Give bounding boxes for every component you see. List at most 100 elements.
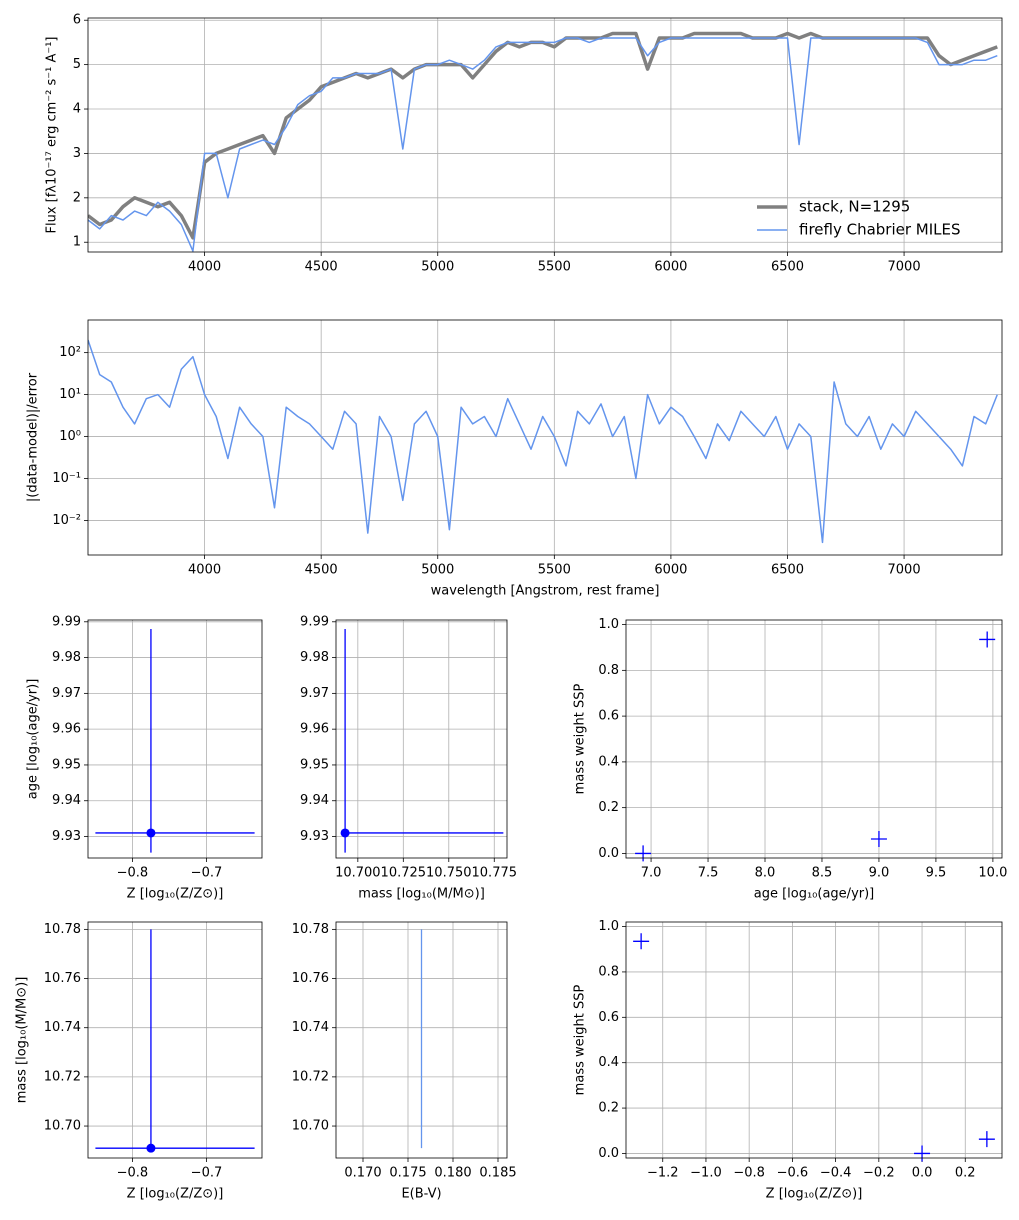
x-tick-label: 6500 bbox=[771, 563, 804, 578]
x-tick-label: 6500 bbox=[771, 260, 804, 275]
x-tick-label: 6000 bbox=[654, 563, 687, 578]
y-tick-label: 9.93 bbox=[300, 829, 329, 844]
x-tick-label: 4500 bbox=[305, 563, 338, 578]
y-tick-label: 6 bbox=[73, 13, 81, 28]
y-tick-label: 9.95 bbox=[52, 757, 81, 772]
y-tick-label: 10.76 bbox=[44, 971, 81, 986]
x-tick-label: 4000 bbox=[188, 563, 221, 578]
panel: −0.8 −0.7 10.70 10.72 10.74 10.76 10.78 Z [log₁… bbox=[15, 921, 263, 1202]
point bbox=[340, 828, 350, 838]
y-tick-label: 9.95 bbox=[300, 757, 329, 772]
point bbox=[870, 831, 887, 848]
x-tick-label: 0.175 bbox=[389, 1166, 426, 1181]
x-tick-label: 7000 bbox=[888, 563, 921, 578]
y-tick-label: 10.78 bbox=[44, 922, 81, 937]
x-tick-label: 10.700 bbox=[335, 866, 381, 881]
x-tick-label: 0.180 bbox=[434, 1166, 471, 1181]
y-tick-label: 10.76 bbox=[292, 971, 329, 986]
y-tick-label: 9.99 bbox=[52, 614, 81, 629]
y-tick-label: 9.98 bbox=[300, 650, 329, 665]
x-tick-label: 0.2 bbox=[955, 1166, 976, 1181]
y-tick-label: 1.0 bbox=[598, 919, 619, 934]
legend-label: stack, N=1295 bbox=[799, 198, 910, 216]
x-tick-label: −0.8 bbox=[733, 1166, 765, 1181]
y-tick-label: 10.72 bbox=[44, 1069, 81, 1084]
panel: 4000 4500 5000 5500 6000 6500 7000 1 2 3 4 5 6 Flux [… bbox=[45, 13, 1003, 275]
y-tick-label: 10¹ bbox=[59, 387, 81, 402]
axes-frame bbox=[335, 921, 508, 1159]
y-axis-label: mass weight SSP bbox=[573, 684, 588, 795]
x-tick-label: 9.0 bbox=[869, 866, 890, 881]
axes-frame bbox=[87, 921, 263, 1159]
x-axis-label: mass [log₁₀(M/M⊙)] bbox=[358, 887, 485, 902]
y-tick-label: 10.74 bbox=[292, 1020, 329, 1035]
x-axis-label: Z [log₁₀(Z/Z⊙)] bbox=[766, 1187, 863, 1202]
x-tick-label: 9.5 bbox=[926, 866, 947, 881]
point bbox=[633, 933, 650, 950]
point bbox=[635, 845, 652, 862]
x-axis-label: Z [log₁₀(Z/Z⊙)] bbox=[127, 887, 224, 902]
panel: 7.0 7.5 8.0 8.5 9.0 9.5 10.0 0.0 0.2 0.4 0.6 0.8 1.0… bbox=[573, 617, 1008, 901]
y-tick-label: 10⁰ bbox=[59, 429, 81, 444]
y-tick-label: 9.96 bbox=[52, 722, 81, 737]
axes-frame bbox=[625, 619, 1003, 859]
x-tick-label: 6000 bbox=[654, 260, 687, 275]
x-tick-label: −1.0 bbox=[690, 1166, 722, 1181]
x-tick-label: −0.2 bbox=[863, 1166, 895, 1181]
x-tick-label: 10.750 bbox=[426, 866, 472, 881]
y-tick-label: 1 bbox=[73, 235, 81, 250]
x-tick-label: −0.7 bbox=[191, 866, 223, 881]
x-tick-label: −0.8 bbox=[117, 1166, 149, 1181]
y-tick-label: 10.74 bbox=[44, 1020, 81, 1035]
x-tick-label: 5500 bbox=[538, 563, 571, 578]
legend-label: firefly Chabrier MILES bbox=[799, 221, 961, 239]
y-tick-label: 0.8 bbox=[598, 964, 619, 979]
y-tick-label: 0.2 bbox=[598, 800, 619, 815]
y-tick-label: 9.97 bbox=[300, 686, 329, 701]
y-tick-label: 9.94 bbox=[300, 793, 329, 808]
x-tick-label: 0.185 bbox=[479, 1166, 516, 1181]
y-tick-label: 9.98 bbox=[52, 650, 81, 665]
y-tick-label: 1.0 bbox=[598, 617, 619, 632]
x-tick-label: 5500 bbox=[538, 260, 571, 275]
panel: −0.8 −0.7 9.93 9.94 9.95 9.96 9.97 9.98 9.99 Z [l… bbox=[26, 614, 263, 902]
y-tick-label: 0.0 bbox=[598, 846, 619, 861]
y-tick-label: 10⁻² bbox=[52, 513, 81, 528]
point bbox=[979, 631, 996, 648]
y-axis-label: age [log₁₀(age/yr)] bbox=[26, 679, 41, 800]
y-axis-label: Flux [fλ10⁻¹⁷ erg cm⁻² s⁻¹ A⁻¹] bbox=[45, 37, 60, 234]
panel: 4000 4500 5000 5500 6000 6500 7000 10⁻² 10⁻¹ 10⁰ 1… bbox=[26, 319, 1003, 599]
y-tick-label: 9.93 bbox=[52, 829, 81, 844]
y-tick-label: 9.99 bbox=[300, 614, 329, 629]
axes-frame bbox=[87, 17, 1003, 253]
point bbox=[146, 828, 156, 838]
axes-frame bbox=[87, 319, 1003, 556]
x-tick-label: −0.7 bbox=[191, 1166, 223, 1181]
y-tick-label: 5 bbox=[73, 57, 81, 72]
point bbox=[146, 1143, 156, 1153]
y-tick-label: 0.6 bbox=[598, 709, 619, 724]
y-tick-label: 0.0 bbox=[598, 1146, 619, 1161]
y-tick-label: 0.8 bbox=[598, 663, 619, 678]
x-axis-label: Z [log₁₀(Z/Z⊙)] bbox=[127, 1187, 224, 1202]
y-tick-label: 10² bbox=[59, 345, 81, 360]
x-axis-label: E(B-V) bbox=[401, 1187, 441, 1202]
axes-frame bbox=[87, 619, 263, 859]
y-tick-label: 10.78 bbox=[292, 922, 329, 937]
point bbox=[978, 1131, 995, 1148]
x-tick-label: −0.8 bbox=[117, 866, 149, 881]
y-axis-label: |(data-model)|/error bbox=[26, 372, 41, 502]
x-tick-label: 8.5 bbox=[812, 866, 833, 881]
y-tick-label: 0.6 bbox=[598, 1010, 619, 1025]
axes-frame bbox=[625, 921, 1003, 1159]
x-tick-label: −0.4 bbox=[820, 1166, 852, 1181]
x-tick-label: 5000 bbox=[421, 260, 454, 275]
y-tick-label: 2 bbox=[73, 190, 81, 205]
panel: 10.700 10.725 10.750 10.775 9.93 9.94 9.95 9.96… bbox=[300, 614, 517, 901]
x-tick-label: 4500 bbox=[305, 260, 338, 275]
panel: −1.2 −1.0 −0.8 −0.6 −0.4 −0.2 0.0 0.2 0.0 0.2 0.4 0… bbox=[573, 919, 1003, 1202]
y-axis-label: mass [log₁₀(M/M⊙)] bbox=[15, 977, 30, 1104]
y-tick-label: 0.4 bbox=[598, 754, 619, 769]
